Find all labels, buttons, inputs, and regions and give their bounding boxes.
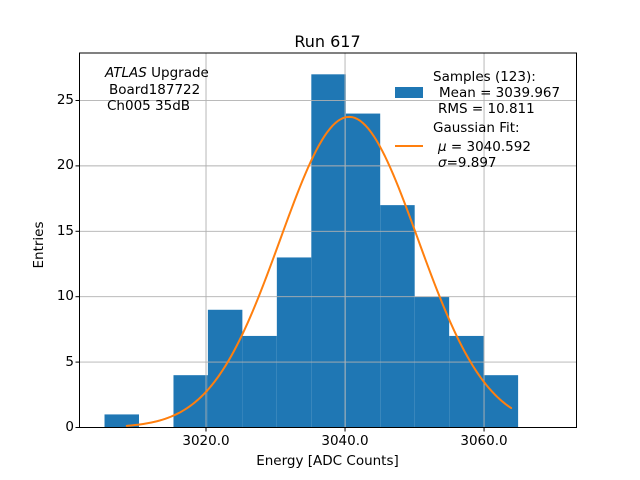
legend-histogram-swatch <box>395 87 423 98</box>
x-tick-label: 3060.0 <box>460 433 508 449</box>
annotation-board-line: Board187722 <box>109 81 201 98</box>
x-tick-label: 3020.0 <box>182 433 230 449</box>
y-tick-label: 5 <box>65 354 74 370</box>
histogram-bar <box>207 309 243 428</box>
histogram-bar <box>276 257 312 428</box>
chart-title: Run 617 <box>294 32 361 51</box>
y-tick-label: 0 <box>65 419 74 435</box>
histogram-bar <box>345 113 381 428</box>
y-tick-label: 10 <box>56 288 74 304</box>
legend-fit-line-swatch <box>395 145 423 148</box>
histogram-bar <box>380 205 415 428</box>
y-tick-label: 25 <box>56 92 74 108</box>
y-tick-label: 15 <box>56 223 74 239</box>
x-tick-label: 3040.0 <box>321 433 369 449</box>
histogram-bar <box>104 414 139 428</box>
y-tick-label: 20 <box>56 157 74 173</box>
legend-mu-label: μ = 3040.592 <box>438 138 531 155</box>
legend-sigma-label: σ=9.897 <box>438 155 497 171</box>
annotation-channel-line: Ch005 35dB <box>107 98 191 114</box>
legend-mean-label: Mean = 3039.967 <box>439 84 561 101</box>
annotation-experiment-line: ATLAS Upgrade <box>105 65 209 81</box>
experiment-name: ATLAS <box>105 65 147 81</box>
sigma-symbol: σ <box>438 155 447 171</box>
detector-annotation: ATLAS Upgrade Board187722 Ch005 35dB <box>105 65 209 115</box>
axes-frame <box>79 52 577 428</box>
legend-samples-title: Samples (123): <box>433 69 536 85</box>
histogram-bar <box>449 335 484 428</box>
histogram-bar <box>242 335 277 428</box>
legend-fit-title: Gaussian Fit: <box>433 120 520 136</box>
histogram-bar <box>311 74 346 428</box>
x-axis-label: Energy [ADC Counts] <box>256 453 399 469</box>
mu-symbol: μ <box>438 138 447 155</box>
gaussian-fit-curve <box>125 115 513 427</box>
y-axis-label: Entries <box>31 221 47 269</box>
legend-rms-label: RMS = 10.811 <box>438 100 535 117</box>
histogram-bar <box>173 375 208 428</box>
